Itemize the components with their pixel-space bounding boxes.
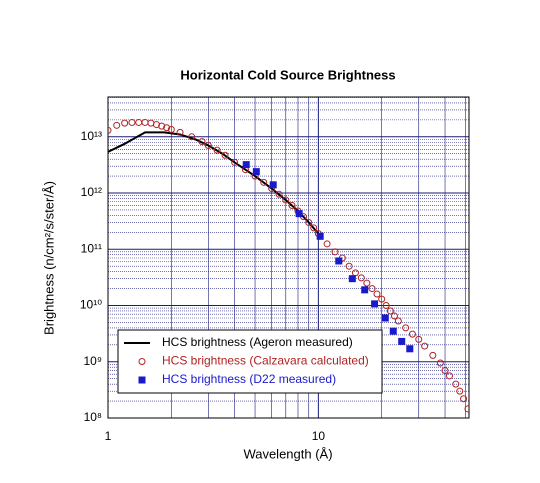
data-point <box>198 138 206 146</box>
data-point <box>310 224 318 232</box>
data-point <box>260 178 268 186</box>
data-point <box>275 190 283 198</box>
data-point <box>113 121 121 129</box>
data-point <box>121 119 129 127</box>
y-tick-label: 10¹⁰ <box>80 298 102 312</box>
legend-label: HCS brightness (Calzavara calculated) <box>162 354 369 368</box>
legend-label: HCS brightness (Ageron measured) <box>162 335 353 349</box>
data-point <box>147 119 155 127</box>
data-point <box>415 335 423 343</box>
y-tick-label: 10¹² <box>81 185 102 199</box>
y-tick-label: 10⁹ <box>84 354 103 368</box>
data-point <box>398 337 406 345</box>
data-point <box>357 274 365 282</box>
data-point <box>378 295 386 303</box>
data-point <box>351 269 359 277</box>
data-point <box>128 118 136 126</box>
chart-title: Horizontal Cold Source Brightness <box>180 67 395 82</box>
data-point <box>373 290 381 298</box>
data-point <box>406 345 414 353</box>
data-point <box>361 286 369 294</box>
data-point <box>167 125 175 133</box>
data-point <box>345 262 353 270</box>
legend-label: HCS brightness (D22 measured) <box>162 372 336 386</box>
y-axis-label: Brightness (n/cm²/s/ster/Å) <box>41 181 56 335</box>
data-point <box>456 387 464 395</box>
data-point <box>158 122 166 130</box>
plot-area <box>108 118 469 413</box>
data-point <box>386 307 394 315</box>
data-point <box>436 359 444 367</box>
data-point <box>445 372 453 380</box>
plot-frame <box>107 96 470 419</box>
data-point <box>323 240 331 248</box>
data-point <box>188 133 196 141</box>
data-point <box>295 210 303 218</box>
data-point <box>269 181 277 189</box>
y-tick-label: 10¹³ <box>81 129 102 143</box>
data-point <box>213 146 221 154</box>
legend-marker <box>138 358 146 365</box>
x-axis-label: Wavelength (Å) <box>243 446 332 461</box>
data-point <box>335 257 343 265</box>
data-point <box>390 312 398 320</box>
y-tick-label: 10¹¹ <box>81 241 102 255</box>
data-point <box>389 327 397 335</box>
data-point <box>204 142 212 150</box>
data-point <box>108 126 112 134</box>
data-point <box>316 232 324 240</box>
data-point <box>381 314 389 322</box>
data-point <box>382 302 390 310</box>
data-point <box>288 202 296 210</box>
data-point <box>429 351 437 359</box>
data-point <box>363 279 371 287</box>
data-point <box>221 151 229 159</box>
legend-marker <box>138 376 146 384</box>
data-point <box>394 317 402 325</box>
data-point <box>460 395 468 403</box>
data-point <box>421 342 429 350</box>
data-line <box>108 131 320 235</box>
data-point <box>242 161 250 169</box>
data-point <box>371 300 379 308</box>
data-point <box>141 118 149 126</box>
data-point <box>331 248 339 256</box>
y-tick-label: 10⁸ <box>84 410 102 424</box>
data-point <box>305 218 313 226</box>
data-point <box>163 124 171 132</box>
data-point <box>282 196 290 204</box>
data-point <box>348 275 356 283</box>
data-point <box>402 324 410 332</box>
data-point <box>368 285 376 293</box>
data-point <box>441 366 449 374</box>
x-tick-label: 10 <box>312 429 326 443</box>
x-tick-label: 1 <box>105 429 112 443</box>
data-point <box>135 118 143 126</box>
data-point <box>176 128 184 136</box>
data-point <box>452 380 460 388</box>
legend-box <box>117 329 383 394</box>
data-point <box>408 330 416 338</box>
data-point <box>464 405 469 413</box>
data-point <box>231 158 239 166</box>
data-point <box>252 168 260 176</box>
